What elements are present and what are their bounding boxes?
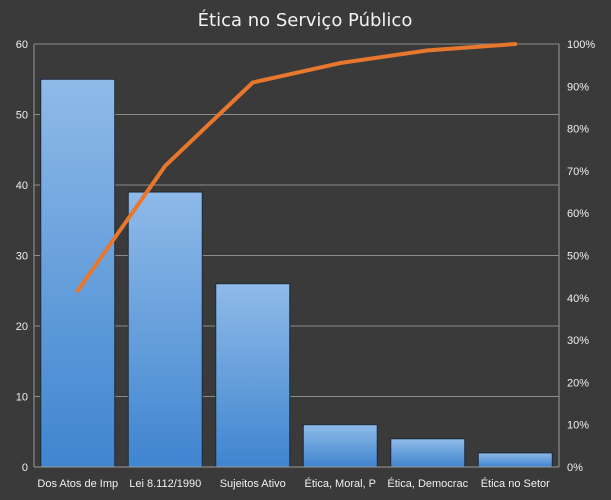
y2-tick-label: 40% xyxy=(567,293,589,305)
y-tick-label: 40 xyxy=(16,180,28,192)
x-tick-label: Ética no Setor xyxy=(481,477,550,490)
chart-title: Ética no Serviço Público xyxy=(198,9,413,31)
y2-tick-label: 10% xyxy=(567,420,589,432)
y2-tick-label: 30% xyxy=(567,335,589,347)
y2-tick-label: 70% xyxy=(567,166,589,178)
y2-tick-label: 100% xyxy=(567,39,595,51)
x-tick-label: Ética, Democrac xyxy=(387,477,468,490)
y-tick-label: 0 xyxy=(22,462,28,474)
x-tick-label: Dos Atos de Imp xyxy=(37,478,118,490)
cumulative-line xyxy=(75,42,518,293)
y2-tick-label: 60% xyxy=(567,208,589,220)
y2-tick-label: 90% xyxy=(567,81,589,93)
y-tick-label: 50 xyxy=(16,110,28,122)
x-tick-label: Ética, Moral, P xyxy=(304,477,376,490)
y-tick-label: 10 xyxy=(16,392,28,404)
x-tick-label: Sujeitos Ativo xyxy=(220,478,286,490)
bar xyxy=(215,283,291,468)
y2-tick-label: 20% xyxy=(567,377,589,389)
y2-tick-label: 50% xyxy=(567,251,589,263)
bar xyxy=(40,78,116,468)
y-tick-label: 20 xyxy=(16,321,28,333)
bar xyxy=(127,191,203,468)
y-tick-label: 60 xyxy=(16,39,28,51)
y2-tick-label: 80% xyxy=(567,124,589,136)
y2-tick-label: 0% xyxy=(567,462,583,474)
x-tick-label: Lei 8.112/1990 xyxy=(129,478,201,490)
bar xyxy=(390,438,466,468)
y-tick-label: 30 xyxy=(16,251,28,263)
bar xyxy=(477,452,553,468)
bar xyxy=(302,424,378,468)
